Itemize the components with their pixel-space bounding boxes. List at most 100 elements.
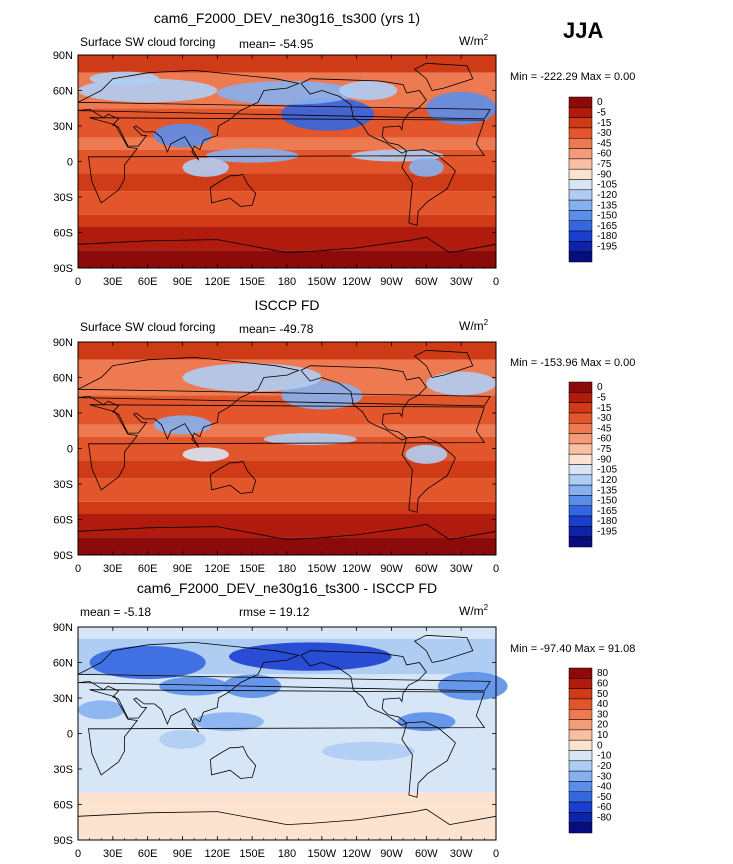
x-tick-label: 90E bbox=[173, 563, 193, 575]
x-tick-label: 30E bbox=[103, 276, 123, 288]
map-panel-3: 0 30E 60E 90E 120E 150E 180 150W 120W 90W 60W 30W 09… bbox=[53, 622, 612, 860]
colorbar-label: 80 bbox=[597, 668, 609, 679]
colorbar-box bbox=[568, 770, 593, 782]
coastline bbox=[401, 149, 456, 226]
colorbar-box bbox=[568, 251, 593, 263]
colorbar-label: 0 bbox=[597, 97, 603, 108]
colorbar-label: -10 bbox=[597, 751, 612, 762]
coastline bbox=[88, 404, 486, 491]
field-region bbox=[437, 671, 508, 701]
coastline bbox=[413, 634, 474, 663]
field-region bbox=[194, 712, 264, 732]
colorbar-box bbox=[568, 791, 593, 803]
x-tick-label: 150E bbox=[239, 276, 265, 288]
x-tick-label: 150W bbox=[307, 848, 336, 860]
coastline bbox=[413, 62, 474, 91]
colorbar-label: -105 bbox=[597, 180, 617, 191]
colorbar-label: -195 bbox=[597, 527, 617, 538]
colorbar-label: -80 bbox=[597, 813, 612, 824]
field-band bbox=[78, 424, 496, 437]
coastline bbox=[77, 236, 497, 254]
field-band bbox=[78, 214, 496, 227]
colorbar-label: -15 bbox=[597, 403, 612, 414]
colorbar-label: -195 bbox=[597, 242, 617, 253]
panel-1-mean-label: mean= -54.95 bbox=[239, 37, 314, 51]
x-tick-label: 30E bbox=[103, 563, 123, 575]
colorbar-label: -150 bbox=[597, 496, 617, 507]
colorbar-box bbox=[568, 210, 593, 221]
colorbar-box bbox=[568, 709, 593, 720]
colorbar-label: -135 bbox=[597, 200, 617, 211]
x-tick-label: 120W bbox=[342, 563, 371, 575]
colorbar-box bbox=[568, 199, 593, 211]
colorbar-label: -5 bbox=[597, 108, 606, 119]
y-tick-label: 60N bbox=[53, 86, 73, 98]
coastline bbox=[300, 650, 427, 726]
y-tick-label: 30N bbox=[53, 408, 73, 420]
field-region bbox=[89, 71, 160, 86]
coastline bbox=[88, 117, 486, 204]
x-tick-label: 60E bbox=[138, 276, 158, 288]
y-tick-label: 0 bbox=[67, 444, 73, 456]
field-region bbox=[182, 447, 229, 462]
coastline bbox=[300, 365, 427, 441]
coastline bbox=[210, 461, 257, 494]
field-region bbox=[89, 645, 206, 680]
colorbar-label: -5 bbox=[597, 393, 606, 404]
colorbar-box bbox=[568, 220, 593, 232]
x-tick-label: 120E bbox=[204, 848, 230, 860]
map-panel-1: 0 30E 60E 90E 120E 150E 180 150W 120W 90W 60W 30W 09… bbox=[53, 50, 618, 288]
y-tick-label: 90S bbox=[53, 550, 73, 562]
field-region bbox=[263, 433, 357, 445]
y-tick-label: 60S bbox=[53, 228, 73, 240]
field-region bbox=[228, 642, 392, 671]
coastline bbox=[77, 808, 497, 826]
x-tick-label: 180 bbox=[278, 563, 296, 575]
y-tick-label: 30S bbox=[53, 192, 73, 204]
x-tick-label: 120E bbox=[204, 276, 230, 288]
colorbar-box bbox=[568, 107, 593, 118]
field-region bbox=[78, 700, 125, 720]
colorbar-box bbox=[568, 822, 593, 834]
colorbar-box bbox=[568, 678, 593, 689]
panel-2-mean-label: mean= -49.78 bbox=[239, 322, 314, 336]
field-band bbox=[78, 226, 496, 251]
field-band bbox=[78, 757, 496, 793]
field-band bbox=[78, 792, 496, 807]
x-tick-label: 150W bbox=[307, 563, 336, 575]
field-band bbox=[78, 137, 496, 150]
field-region bbox=[426, 91, 496, 125]
colorbar-label: -120 bbox=[597, 475, 617, 486]
panel-3-rmse-label: rmse = 19.12 bbox=[239, 605, 310, 619]
panel-3-title: cam6_F2000_DEV_ne30g16_ts300 - ISCCP FD bbox=[136, 580, 438, 596]
colorbar-box bbox=[568, 495, 593, 506]
coastline bbox=[77, 69, 491, 161]
colorbar-box bbox=[568, 230, 593, 242]
field-band bbox=[78, 627, 496, 639]
colorbar-label: -75 bbox=[597, 444, 612, 455]
colorbar-box bbox=[568, 464, 593, 476]
field-band bbox=[78, 501, 496, 514]
x-tick-label: 0 bbox=[493, 848, 499, 860]
field-region bbox=[321, 741, 415, 761]
x-tick-label: 90W bbox=[380, 563, 403, 575]
field-region bbox=[159, 729, 206, 749]
colorbar-box bbox=[568, 179, 593, 191]
colorbar-label: -60 bbox=[597, 149, 612, 160]
y-tick-label: 0 bbox=[67, 729, 73, 741]
colorbar-label: -60 bbox=[597, 434, 612, 445]
x-tick-label: 90E bbox=[173, 848, 193, 860]
x-tick-label: 120W bbox=[342, 276, 371, 288]
colorbar-box bbox=[568, 812, 593, 823]
panel-1-minmax: Min = -222.29 Max = 0.00 bbox=[510, 71, 636, 83]
colorbar-label: -90 bbox=[597, 169, 612, 180]
panel-1-variable-label: Surface SW cloud forcing bbox=[80, 35, 216, 49]
colorbar-label: -15 bbox=[597, 118, 612, 129]
x-tick-label: 60E bbox=[138, 848, 158, 860]
map-panel-2: 0 30E 60E 90E 120E 150E 180 150W 120W 90W 60W 30W 09… bbox=[53, 337, 618, 575]
colorbar-label: -50 bbox=[597, 792, 612, 803]
x-tick-label: 90W bbox=[380, 276, 403, 288]
colorbar-label: -40 bbox=[597, 782, 612, 793]
colorbar-box bbox=[568, 474, 593, 486]
colorbar-box bbox=[568, 536, 593, 548]
